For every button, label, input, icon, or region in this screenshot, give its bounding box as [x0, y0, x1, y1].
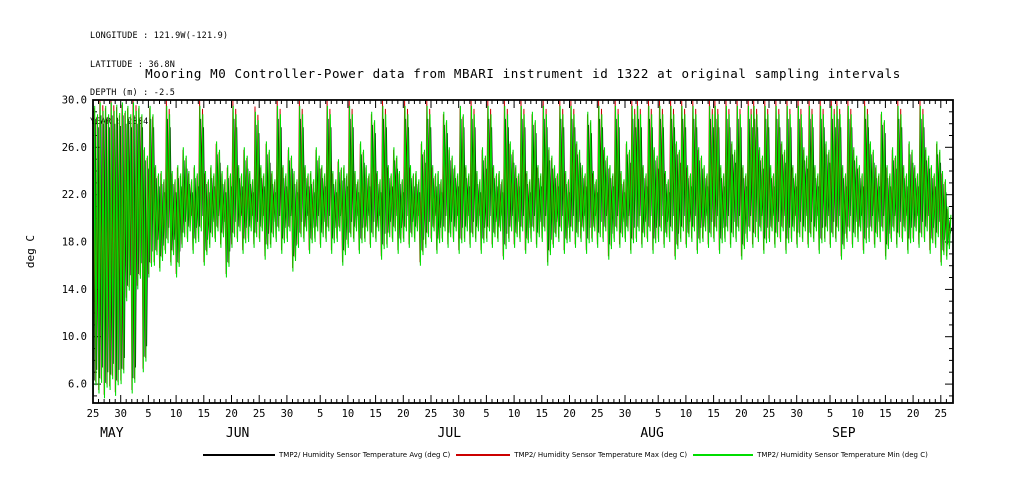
- svg-text:10.0: 10.0: [62, 331, 87, 343]
- svg-text:SEP: SEP: [832, 426, 856, 441]
- legend-entry-max: TMP2/ Humidity Sensor Temperature Max (d…: [456, 451, 687, 459]
- plot-border: [92, 99, 954, 404]
- svg-text:15: 15: [197, 408, 210, 420]
- svg-text:25: 25: [591, 408, 604, 420]
- svg-text:25: 25: [253, 408, 266, 420]
- svg-text:MAY: MAY: [100, 426, 124, 441]
- month-labels: MAY JUN JUL AUG SEP: [100, 426, 856, 441]
- svg-text:14.0: 14.0: [62, 284, 87, 296]
- latitude-label: LATITUDE : 36.8N: [90, 59, 176, 70]
- svg-text:25: 25: [425, 408, 438, 420]
- svg-text:15: 15: [707, 408, 720, 420]
- legend-label-avg: TMP2/ Humidity Sensor Temperature Avg (d…: [279, 451, 451, 459]
- svg-text:5: 5: [483, 408, 489, 420]
- svg-text:20: 20: [735, 408, 748, 420]
- svg-text:5: 5: [827, 408, 833, 420]
- svg-text:5: 5: [145, 408, 151, 420]
- series-min-line: [93, 102, 952, 399]
- svg-text:5: 5: [655, 408, 661, 420]
- svg-text:15: 15: [535, 408, 548, 420]
- svg-text:10: 10: [508, 408, 521, 420]
- legend-entry-avg: TMP2/ Humidity Sensor Temperature Avg (d…: [203, 451, 450, 459]
- svg-text:10: 10: [851, 408, 864, 420]
- svg-text:JUN: JUN: [226, 426, 249, 441]
- depth-label: DEPTH (m) : -2.5: [90, 88, 176, 98]
- svg-text:20: 20: [225, 408, 238, 420]
- y-axis-title: deg C: [24, 235, 37, 268]
- legend-entry-min: TMP2/ Humidity Sensor Temperature Min (d…: [693, 451, 928, 459]
- svg-text:30: 30: [790, 408, 803, 420]
- legend-label-min: TMP2/ Humidity Sensor Temperature Min (d…: [757, 451, 928, 459]
- series-group: [93, 100, 953, 399]
- chart-legend: TMP2/ Humidity Sensor Temperature Avg (d…: [203, 451, 928, 459]
- svg-text:30: 30: [114, 408, 127, 420]
- svg-text:AUG: AUG: [640, 426, 664, 441]
- svg-text:20: 20: [397, 408, 410, 420]
- svg-text:10: 10: [170, 408, 183, 420]
- svg-text:30: 30: [619, 408, 632, 420]
- max-line-swatch: [456, 454, 511, 456]
- svg-text:20: 20: [563, 408, 576, 420]
- svg-text:25: 25: [934, 408, 947, 420]
- svg-text:18.0: 18.0: [62, 237, 87, 249]
- svg-text:10: 10: [342, 408, 355, 420]
- svg-text:30.0: 30.0: [62, 95, 87, 107]
- svg-text:20: 20: [907, 408, 920, 420]
- min-line-swatch: [693, 454, 754, 456]
- svg-text:5: 5: [317, 408, 323, 420]
- avg-line-swatch: [203, 454, 275, 456]
- longitude-label: LONGITUDE : 121.9W(-121.9): [90, 31, 229, 41]
- svg-text:15: 15: [369, 408, 382, 420]
- svg-text:6.0: 6.0: [68, 379, 87, 391]
- legend-label-max: TMP2/ Humidity Sensor Temperature Max (d…: [514, 451, 688, 459]
- svg-text:25: 25: [763, 408, 776, 420]
- svg-text:22.0: 22.0: [62, 189, 87, 201]
- svg-text:26.0: 26.0: [62, 142, 87, 154]
- svg-text:10: 10: [680, 408, 693, 420]
- svg-text:15: 15: [879, 408, 892, 420]
- axis-tick-labels: 25 30 5 10 15 20 25 30 5 10 15 20 25 30 5 10 15 20 25 30 5 10…: [62, 95, 947, 421]
- svg-text:JUL: JUL: [438, 426, 462, 441]
- svg-text:30: 30: [281, 408, 294, 420]
- svg-text:25: 25: [87, 408, 100, 420]
- svg-text:30: 30: [452, 408, 465, 420]
- chart-title: Mooring M0 Controller-Power data from MB…: [145, 66, 901, 81]
